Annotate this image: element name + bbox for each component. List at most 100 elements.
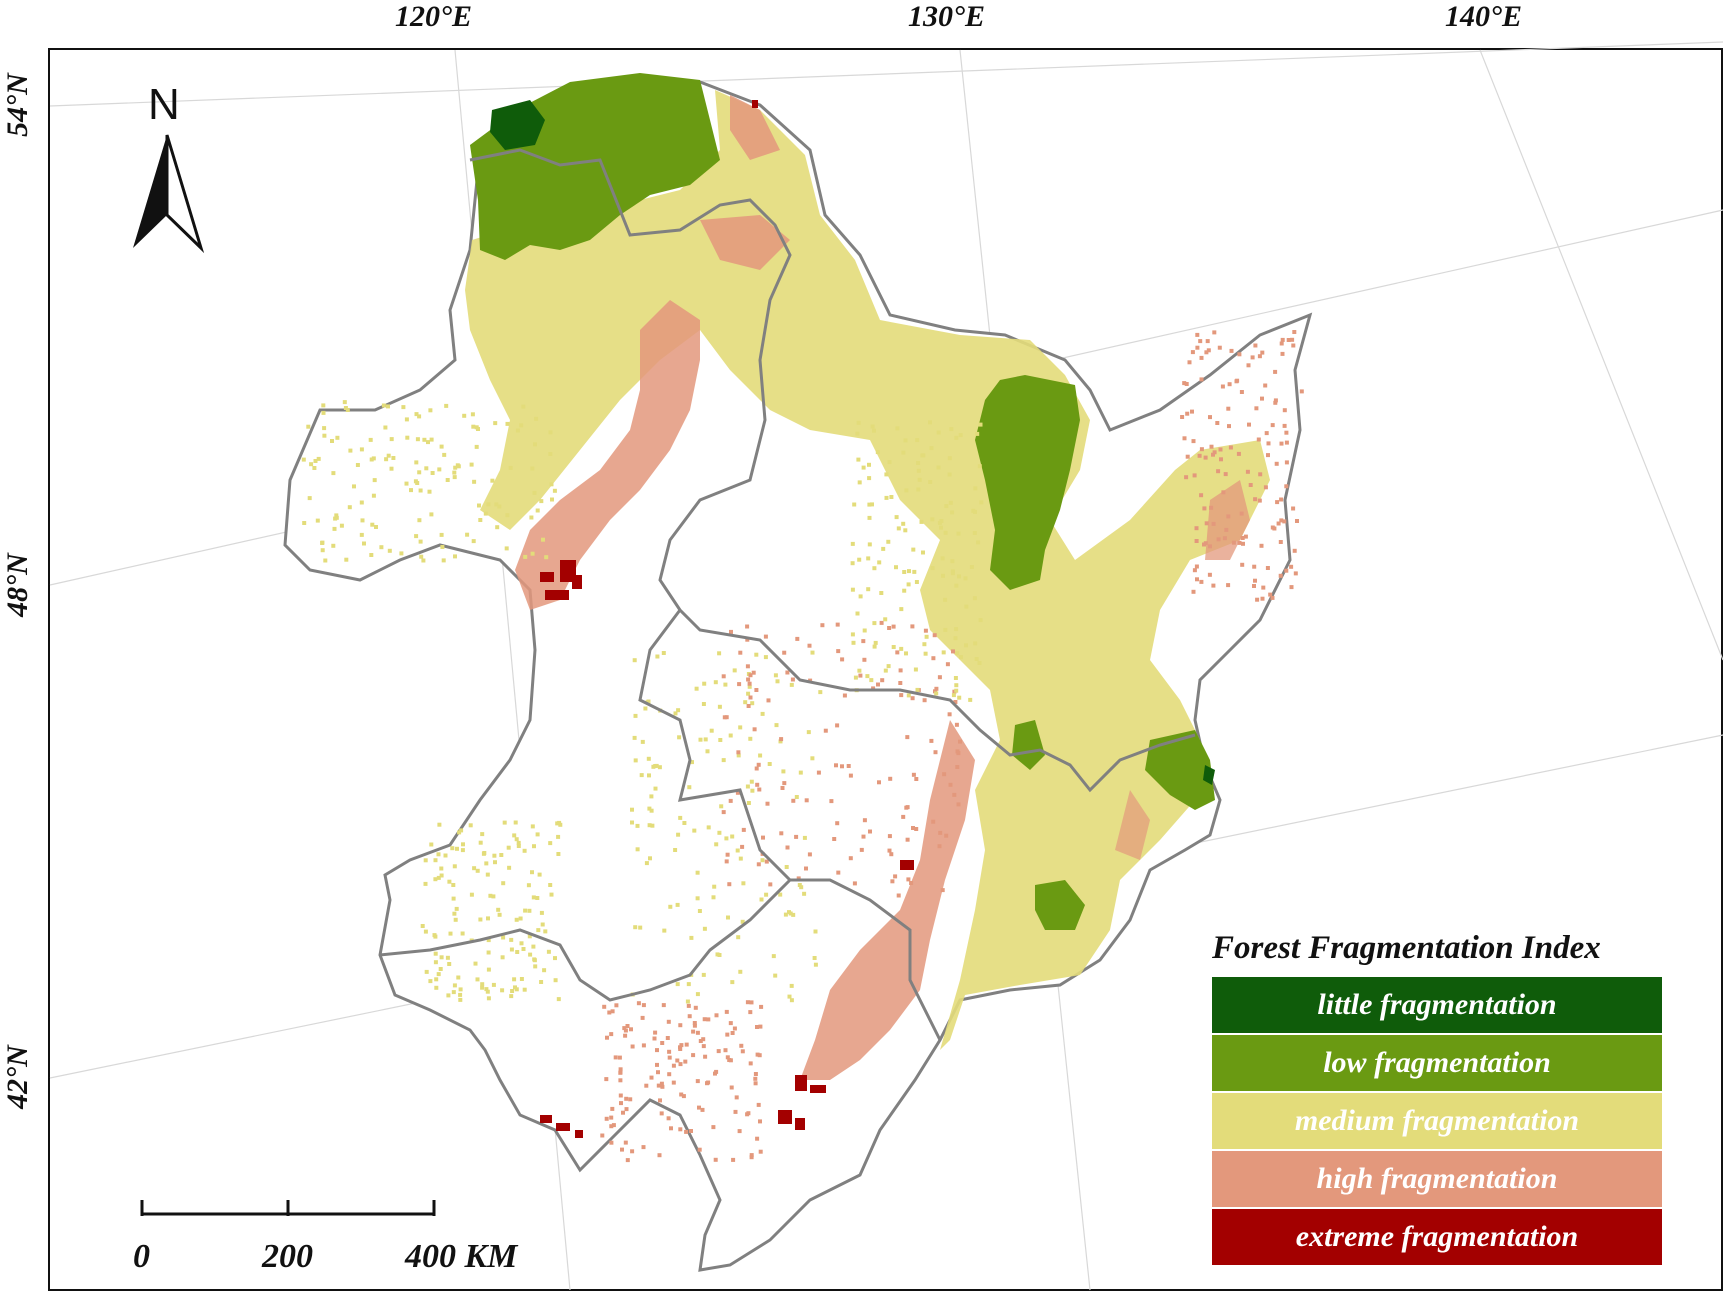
raster-pixel — [728, 798, 733, 803]
raster-pixel — [916, 468, 921, 473]
raster-pixel — [1182, 381, 1187, 386]
raster-pixel — [867, 476, 872, 481]
raster-pixel — [724, 836, 729, 841]
raster-pixel — [500, 955, 505, 960]
raster-pixel — [448, 931, 453, 936]
raster-pixel — [439, 532, 444, 537]
raster-pixel — [867, 462, 871, 467]
raster-pixel — [721, 758, 726, 763]
raster-pixel — [872, 644, 877, 649]
raster-pixel — [943, 627, 948, 632]
raster-pixel — [673, 848, 678, 852]
raster-pixel — [840, 657, 845, 662]
raster-pixel — [428, 979, 433, 984]
raster-pixel — [414, 460, 419, 465]
raster-pixel — [1253, 497, 1258, 502]
raster-pixel — [706, 825, 711, 830]
raster-pixel — [312, 466, 317, 470]
little-fragmentation-area — [1203, 765, 1215, 785]
raster-pixel — [1229, 348, 1234, 353]
raster-pixel — [494, 502, 499, 507]
raster-pixel — [462, 413, 467, 418]
raster-pixel — [810, 650, 815, 655]
raster-pixel — [755, 782, 760, 787]
raster-pixel — [1273, 369, 1278, 374]
raster-pixel — [1291, 343, 1296, 348]
raster-pixel — [957, 574, 961, 579]
raster-pixel — [506, 845, 511, 850]
raster-pixel — [432, 933, 437, 938]
raster-pixel — [938, 830, 943, 835]
raster-pixel — [647, 773, 651, 778]
raster-pixel — [1223, 472, 1228, 477]
raster-pixel — [932, 633, 937, 638]
raster-pixel — [730, 834, 735, 839]
legend: Forest Fragmentation Index little fragme… — [1212, 930, 1662, 1267]
raster-pixel — [675, 1058, 680, 1063]
raster-pixel — [857, 557, 862, 562]
raster-pixel — [1195, 345, 1200, 350]
raster-pixel — [426, 440, 430, 445]
raster-pixel — [867, 502, 872, 507]
raster-pixel — [478, 840, 483, 845]
raster-pixel — [344, 557, 349, 562]
raster-pixel — [460, 931, 465, 936]
raster-pixel — [745, 1112, 750, 1117]
raster-pixel — [1209, 444, 1214, 449]
raster-pixel — [852, 502, 857, 507]
raster-pixel — [951, 693, 956, 698]
raster-pixel — [842, 693, 847, 698]
raster-pixel — [797, 883, 802, 887]
raster-pixel — [1187, 360, 1192, 365]
raster-pixel — [748, 1061, 753, 1066]
raster-pixel — [714, 842, 719, 847]
legend-item-little: little fragmentation — [1212, 977, 1662, 1033]
raster-pixel — [1237, 540, 1242, 545]
raster-pixel — [1284, 430, 1289, 435]
raster-pixel — [764, 859, 769, 864]
raster-pixel — [911, 826, 915, 830]
high-fragmentation-area — [515, 300, 700, 610]
raster-pixel — [548, 883, 553, 887]
raster-pixel — [747, 681, 752, 686]
raster-pixel — [1199, 447, 1204, 452]
raster-pixel — [515, 428, 520, 433]
raster-pixel — [1190, 350, 1195, 355]
forest-fragmentation-raster — [465, 73, 1270, 1138]
raster-pixel — [745, 664, 750, 669]
raster-pixel — [348, 448, 353, 453]
raster-pixel — [942, 772, 947, 777]
raster-pixel — [359, 447, 364, 452]
raster-pixel — [1211, 452, 1215, 457]
raster-pixel — [735, 848, 740, 853]
raster-pixel — [923, 651, 928, 656]
raster-pixel — [640, 739, 645, 744]
raster-pixel — [323, 558, 328, 563]
raster-pixel — [866, 556, 871, 561]
raster-pixel — [444, 403, 449, 408]
raster-pixel — [754, 652, 759, 657]
raster-pixel — [1286, 338, 1291, 342]
raster-pixel — [880, 678, 885, 683]
raster-pixel — [549, 892, 554, 897]
raster-pixel — [953, 700, 958, 704]
raster-pixel — [958, 433, 963, 438]
raster-pixel — [788, 911, 793, 916]
raster-pixel — [736, 753, 741, 758]
raster-pixel — [389, 466, 394, 471]
raster-pixel — [619, 1101, 623, 1106]
raster-pixel — [492, 853, 497, 858]
raster-pixel — [678, 815, 683, 820]
raster-pixel — [684, 1129, 689, 1134]
raster-pixel — [695, 896, 700, 901]
raster-pixel — [455, 846, 459, 851]
raster-pixel — [729, 629, 733, 634]
raster-pixel — [436, 972, 441, 977]
raster-pixel — [1191, 439, 1196, 444]
raster-pixel — [1268, 592, 1273, 597]
raster-pixel — [714, 1069, 719, 1074]
raster-pixel — [618, 1093, 623, 1098]
raster-pixel — [441, 558, 446, 563]
raster-pixel — [934, 686, 939, 691]
